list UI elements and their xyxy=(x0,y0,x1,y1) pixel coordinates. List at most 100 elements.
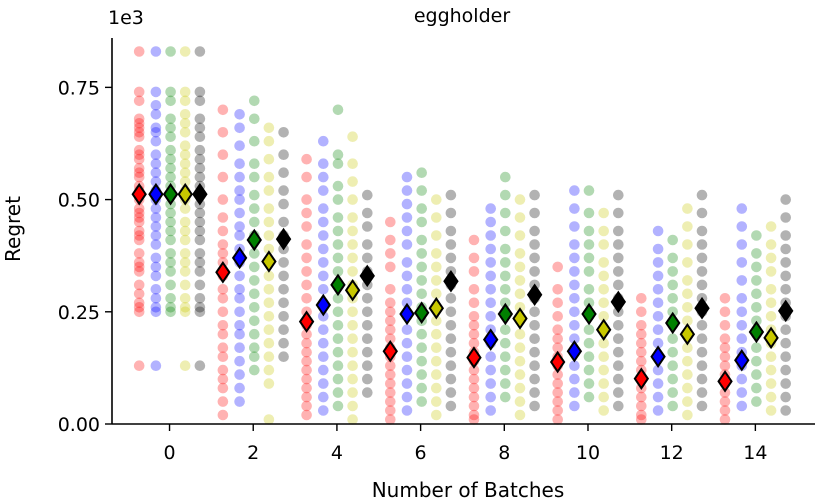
data-point-black xyxy=(278,257,289,268)
x-tick-label: 12 xyxy=(660,442,684,464)
data-point-red xyxy=(301,194,312,205)
data-point-blue xyxy=(318,185,329,196)
data-point-yellow xyxy=(765,311,777,322)
data-point-black xyxy=(362,333,373,345)
data-point-green xyxy=(500,324,511,336)
data-point-yellow xyxy=(682,302,693,313)
data-point-blue xyxy=(401,239,413,250)
data-point-yellow xyxy=(347,266,358,277)
data-point-blue xyxy=(318,324,329,336)
data-point-green xyxy=(583,324,595,336)
data-point-black xyxy=(194,86,206,98)
data-point-red xyxy=(552,284,563,295)
data-point-blue xyxy=(652,364,664,376)
mean-marker-red xyxy=(466,346,482,369)
data-point-black xyxy=(194,306,206,318)
data-point-red xyxy=(301,221,312,232)
data-point-green xyxy=(165,216,176,228)
data-point-green xyxy=(500,189,511,201)
data-point-blue xyxy=(234,355,245,367)
data-point-black xyxy=(780,230,791,241)
data-point-blue xyxy=(150,306,162,318)
data-point-black xyxy=(780,391,791,403)
data-point-blue xyxy=(569,400,580,412)
data-point-blue xyxy=(318,364,329,376)
data-point-green xyxy=(416,216,428,228)
data-point-green xyxy=(249,315,260,327)
data-point-black xyxy=(194,95,206,107)
data-point-green xyxy=(751,396,762,407)
data-point-green xyxy=(332,180,344,192)
data-point-blue xyxy=(234,140,245,151)
data-point-black xyxy=(613,225,624,237)
data-point-blue xyxy=(150,212,162,223)
data-point-blue xyxy=(234,369,245,380)
data-point-blue xyxy=(401,270,413,282)
data-point-blue xyxy=(234,171,245,183)
data-point-green xyxy=(416,369,428,380)
data-point-yellow xyxy=(431,342,442,354)
data-point-green xyxy=(583,364,595,376)
data-point-blue xyxy=(569,185,580,196)
data-point-yellow xyxy=(682,315,693,327)
data-point-green xyxy=(751,230,762,241)
data-point-yellow xyxy=(263,171,275,183)
data-point-yellow xyxy=(514,396,526,407)
data-point-yellow xyxy=(514,230,526,241)
data-point-blue xyxy=(736,387,748,398)
data-point-red xyxy=(301,355,312,367)
data-point-red xyxy=(133,212,145,223)
data-point-green xyxy=(667,293,678,304)
data-point-yellow xyxy=(263,337,275,349)
data-point-yellow xyxy=(179,293,191,304)
data-point-green xyxy=(165,306,176,318)
data-point-green xyxy=(416,203,428,214)
data-point-red xyxy=(719,414,731,425)
mean-markers-layer xyxy=(131,182,794,393)
data-point-green xyxy=(583,284,595,295)
data-point-red xyxy=(133,302,145,313)
mean-marker-green xyxy=(748,320,765,344)
data-point-red xyxy=(468,297,480,309)
data-point-yellow xyxy=(765,351,777,363)
data-point-black xyxy=(445,387,457,398)
data-point-yellow xyxy=(682,396,693,407)
data-point-yellow xyxy=(263,135,275,147)
data-point-black xyxy=(194,360,206,372)
data-point-yellow xyxy=(347,131,358,142)
data-point-yellow xyxy=(765,364,777,376)
data-point-black xyxy=(445,306,457,318)
data-point-red xyxy=(552,396,563,407)
data-point-yellow xyxy=(263,185,275,196)
data-point-yellow xyxy=(263,203,275,214)
data-point-yellow xyxy=(263,284,275,295)
data-point-blue xyxy=(401,198,413,210)
data-point-yellow xyxy=(263,230,275,241)
data-point-red xyxy=(552,414,563,425)
data-point-red xyxy=(217,194,229,205)
data-point-blue xyxy=(485,405,497,416)
data-point-green xyxy=(500,243,511,255)
data-point-black xyxy=(613,239,624,250)
data-point-red xyxy=(133,203,145,214)
data-point-black xyxy=(613,333,624,345)
mean-marker-red xyxy=(131,182,147,206)
data-point-black xyxy=(780,378,791,389)
data-point-red xyxy=(133,118,145,129)
data-point-blue xyxy=(150,176,162,187)
data-point-black xyxy=(529,239,540,250)
data-point-green xyxy=(165,46,176,57)
data-point-red xyxy=(636,391,647,403)
data-point-green xyxy=(165,279,176,291)
data-point-red xyxy=(217,328,229,340)
data-point-blue xyxy=(150,158,162,169)
data-point-yellow xyxy=(765,252,777,264)
data-point-red xyxy=(636,306,647,318)
data-point-blue xyxy=(736,275,748,286)
data-point-green xyxy=(416,342,428,354)
data-point-green xyxy=(416,248,428,259)
data-point-yellow xyxy=(179,225,191,237)
data-point-blue xyxy=(401,212,413,223)
data-point-green xyxy=(249,248,260,259)
data-point-green xyxy=(583,297,595,309)
